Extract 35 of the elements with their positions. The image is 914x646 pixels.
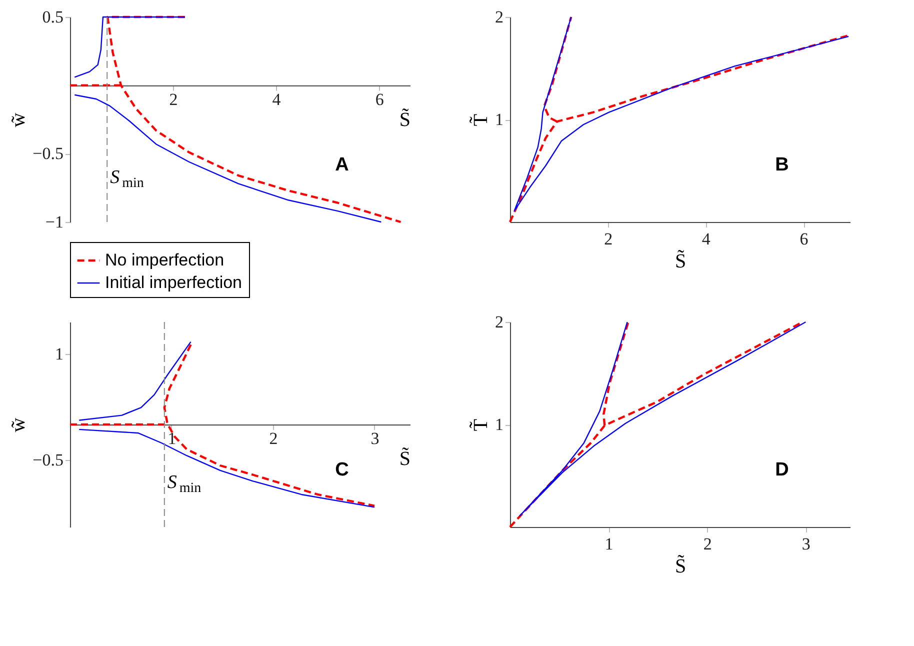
x-tick-label: 2 xyxy=(169,90,178,109)
annotation: B xyxy=(775,154,789,176)
y-tick-label: 1 xyxy=(495,110,504,129)
x-tick-label: 1 xyxy=(604,534,614,554)
annotation: D xyxy=(775,460,789,481)
x-tick-label: 2 xyxy=(269,429,278,448)
x-tick-label: 4 xyxy=(702,230,711,248)
y-axis-title: w̃ xyxy=(8,417,30,432)
x-tick-label: 2 xyxy=(703,534,712,554)
legend-label: No imperfection xyxy=(105,250,224,270)
y-axis-title: w̃ xyxy=(8,112,30,128)
y-tick-label: −0.5 xyxy=(32,144,64,164)
x-axis-title: S̃ xyxy=(674,554,686,578)
y-tick-label: 0.5 xyxy=(42,8,64,26)
y-tick-label: 2 xyxy=(495,312,504,332)
y-axis-title: T̃ xyxy=(469,114,492,126)
x-axis-title: S̃ xyxy=(399,446,410,470)
x-tick-label: 4 xyxy=(272,90,282,109)
y-tick-label: 2 xyxy=(495,8,504,26)
x-tick-label: 3 xyxy=(370,429,380,448)
x-axis-title: S̃ xyxy=(399,108,410,131)
y-tick-label: −1 xyxy=(45,212,64,232)
y-axis-title: T̃ xyxy=(469,418,492,432)
x-tick-label: 2 xyxy=(604,230,613,248)
y-tick-label: 1 xyxy=(495,415,504,434)
x-axis-title: S̃ xyxy=(674,249,686,272)
annotation: A xyxy=(335,154,350,176)
x-tick-label: 6 xyxy=(800,230,808,248)
x-tick-label: 6 xyxy=(375,90,384,109)
y-tick-label: 1 xyxy=(55,344,64,364)
annotation: C xyxy=(335,460,350,481)
legend-label: Initial imperfection xyxy=(105,273,242,292)
y-tick-label: −0.5 xyxy=(32,450,64,470)
x-tick-label: 3 xyxy=(802,534,810,554)
x-tick-label: 1 xyxy=(168,429,176,448)
